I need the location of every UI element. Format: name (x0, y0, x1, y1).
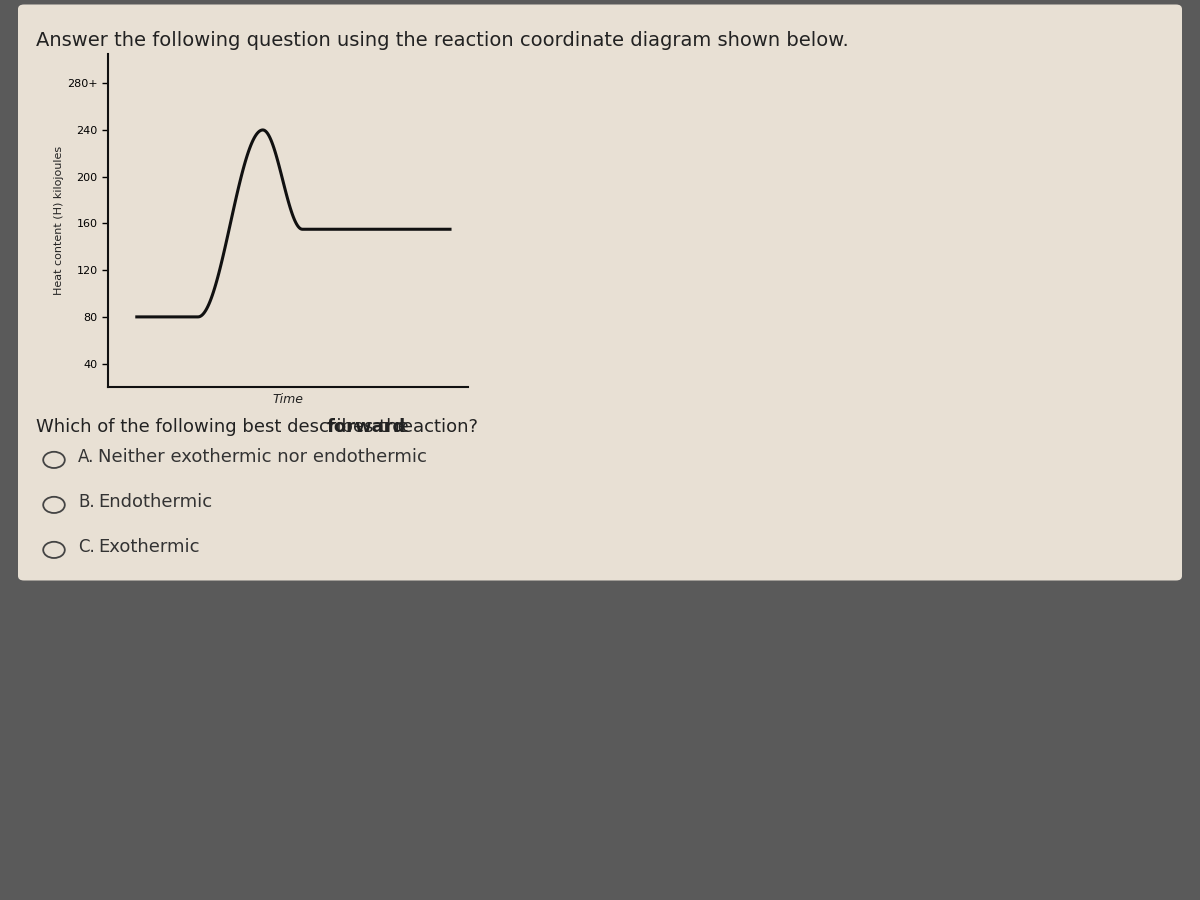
Text: Exothermic: Exothermic (98, 538, 200, 556)
Text: C.: C. (78, 538, 95, 556)
Text: B.: B. (78, 493, 95, 511)
Text: Endothermic: Endothermic (98, 493, 212, 511)
Text: Which of the following best describes the: Which of the following best describes th… (36, 418, 414, 436)
Text: A.: A. (78, 448, 95, 466)
Text: Answer the following question using the reaction coordinate diagram shown below.: Answer the following question using the … (36, 32, 848, 50)
Y-axis label: Heat content (H) kilojoules: Heat content (H) kilojoules (54, 146, 64, 295)
X-axis label: Time: Time (272, 392, 304, 406)
Text: forward: forward (326, 418, 406, 436)
Text: Neither exothermic nor endothermic: Neither exothermic nor endothermic (98, 448, 427, 466)
Text: reaction?: reaction? (389, 418, 478, 436)
